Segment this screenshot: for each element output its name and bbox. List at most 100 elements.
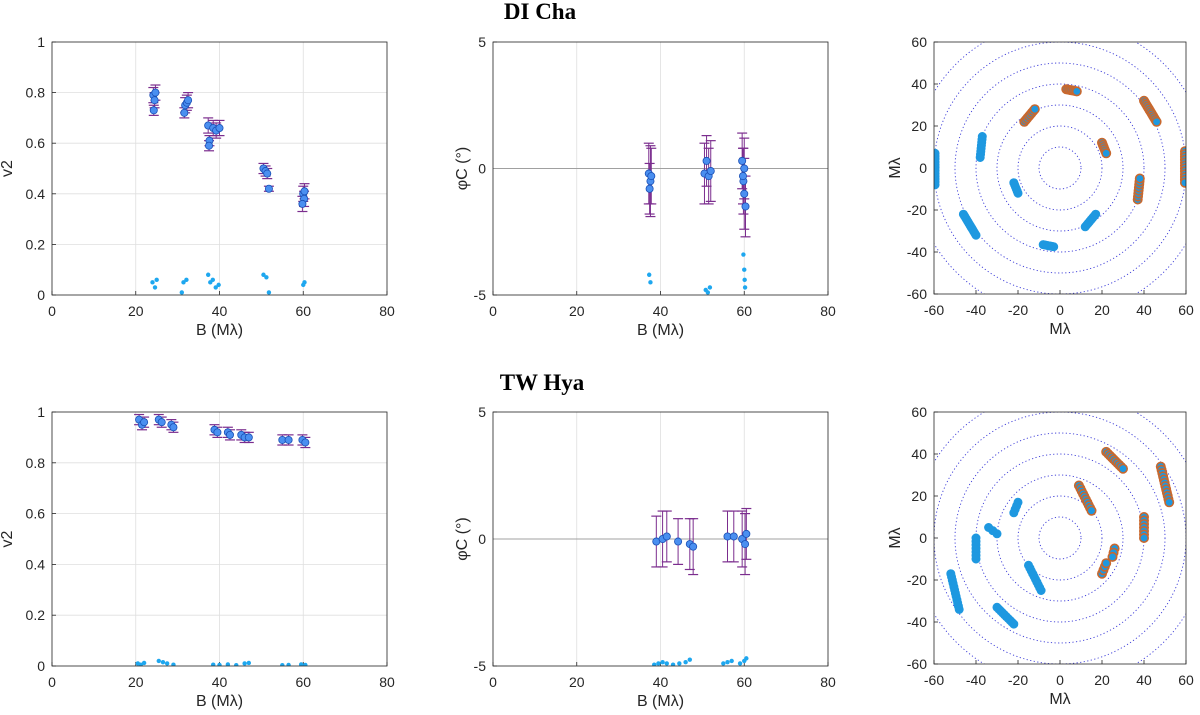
residual-point [721,661,726,666]
y-axis-label: φC (°) [454,147,471,190]
data-point [738,172,747,181]
x-tick-label: 80 [379,303,395,319]
residual-point [225,662,231,666]
data-point [264,184,273,193]
data-point [150,96,159,105]
data-point [157,418,166,427]
y-tick-label: 0 [919,160,927,176]
uv-point [984,522,994,532]
x-axis-label: Mλ [1049,321,1070,338]
uv-ring [996,474,1124,602]
y-axis-label: Mλ [887,157,904,178]
data-point [706,167,715,176]
y-tick-label: 0.8 [26,455,46,471]
y-tick-label: 0.6 [26,506,46,522]
residual-point [725,659,730,665]
uv-point [1101,558,1112,569]
y-axis-label: Mλ [887,527,904,548]
residual-point [670,662,676,666]
y-tick-label: -5 [474,287,487,303]
x-tick-label: -20 [1008,672,1028,688]
uv-point [1134,173,1145,184]
chart-dicha_v2: 0 20 40 60 80 0 0.2 0.4 0.6 0.8 1 B (Mλ) v2 [0,34,395,339]
residual-point [160,659,166,665]
residual-point [648,280,653,285]
x-axis-label: B (Mλ) [196,322,243,339]
data-point [184,96,193,105]
title-tw-hya: TW Hya [500,370,585,395]
x-tick-label: -20 [1008,302,1028,318]
uv-point [971,533,981,543]
plot-content [934,412,1186,664]
x-tick-label: 0 [48,303,56,319]
y-tick-label: 20 [911,118,927,134]
x-tick-label: 80 [379,674,395,690]
x-tick-label: 20 [569,303,585,319]
y-tick-label: 60 [911,34,927,50]
data-point [740,189,749,198]
x-tick-label: 20 [128,303,144,319]
data-point [151,88,160,97]
y-tick-label: 0.6 [26,135,46,151]
x-tick-label: -40 [966,302,986,318]
x-tick-label: -60 [924,672,944,688]
data-point [180,108,189,117]
y-axis-label: v2 [0,160,16,177]
y-tick-label: 0 [37,287,45,303]
data-point [689,542,698,551]
y-tick-label: -60 [907,656,927,672]
y-tick-label: 0 [37,658,45,674]
residual-point [205,272,211,277]
uv-point [1164,497,1175,508]
residual-point [303,662,308,666]
uv-point [958,209,968,219]
residual-point [677,661,682,666]
uv-point [1029,104,1040,115]
uv-point [1107,551,1118,562]
y-tick-label: 0.2 [26,236,46,252]
uv-point [1151,116,1162,127]
residual-point [217,662,222,666]
x-tick-label: 0 [489,674,497,690]
data-point [284,435,293,444]
residual-point [707,285,713,290]
residual-point [179,290,185,295]
data-point [213,428,222,437]
data-point [674,537,683,546]
x-tick-label: 0 [1056,302,1064,318]
plot-content [651,507,752,666]
uv-point [975,153,985,163]
data-point [645,184,654,193]
y-tick-label: 0 [478,161,486,177]
residual-point [261,272,266,277]
residual-point [181,280,186,285]
residual-point [742,277,747,283]
residual-point [729,658,734,664]
chart-twhya_uv: -60 -40 -20 0 20 40 60 -60 -40 -20 0 20 40 60 Mλ Mλ [887,404,1194,708]
data-point [740,164,749,173]
x-tick-label: 20 [569,674,585,690]
residual-point [687,657,693,662]
residual-point [171,662,176,666]
uv-point [992,602,1002,612]
x-tick-label: 60 [1178,302,1194,318]
plot-content [134,413,311,666]
uv-point [1086,505,1097,516]
data-point [215,124,224,133]
y-tick-label: -5 [474,658,487,674]
uv-point [1179,177,1186,188]
x-tick-label: 40 [212,674,228,690]
uv-ring [954,432,1166,644]
residual-point [660,659,665,665]
x-tick-label: -60 [924,302,944,318]
uv-ring [1038,146,1082,190]
y-tick-label: -60 [907,286,927,302]
title-di-cha: DI Cha [504,0,577,24]
x-tick-label: 20 [128,674,144,690]
y-tick-label: 1 [37,34,45,50]
data-point [662,532,671,541]
x-tick-label: 60 [1178,672,1194,688]
